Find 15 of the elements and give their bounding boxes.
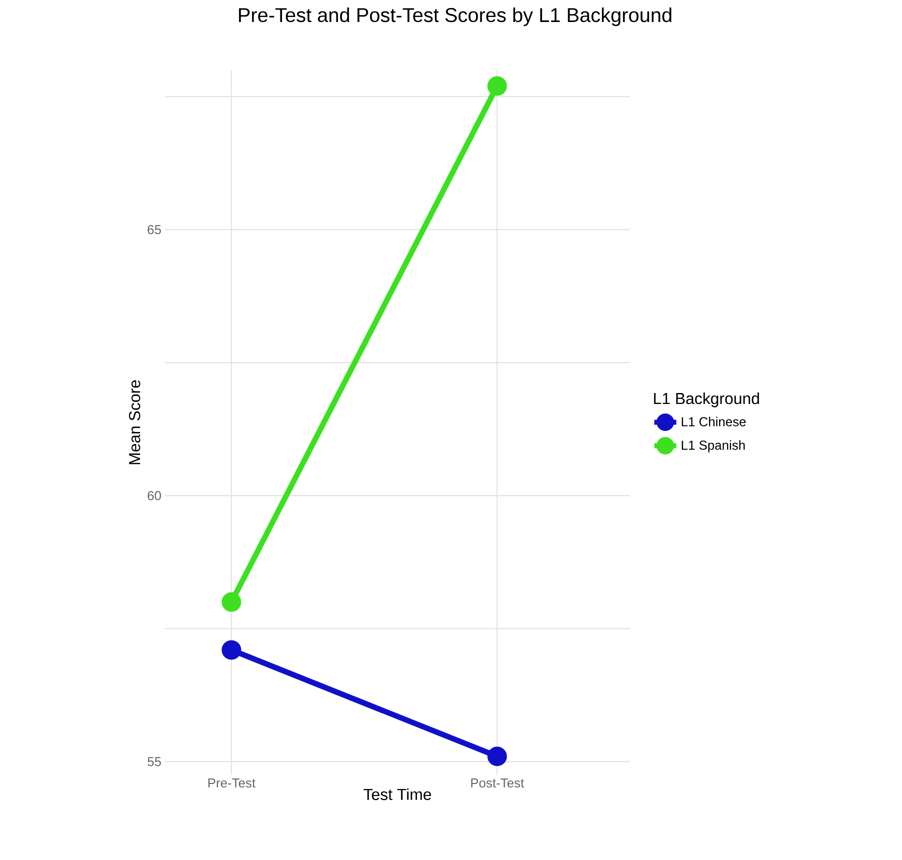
x-tick-label: Pre-Test [208, 778, 256, 788]
y-axis-title: Mean Score [128, 380, 140, 464]
chart-title: Pre-Test and Post-Test Scores by L1 Background [239, 8, 672, 26]
point [222, 592, 242, 612]
y-tick-label: 65 [148, 225, 161, 234]
y-tick-label: 60 [148, 491, 161, 500]
legend-label: L1 Spanish [682, 440, 745, 452]
point [487, 746, 507, 766]
y-tick-label: 55 [148, 757, 161, 766]
x-tick-label: Post-Test [471, 778, 524, 788]
legend-title: L1 Background [654, 392, 759, 408]
point [487, 76, 507, 96]
point [222, 640, 242, 660]
legend-label: L1 Chinese [682, 416, 746, 426]
x-axis-title: Test Time [364, 788, 432, 800]
